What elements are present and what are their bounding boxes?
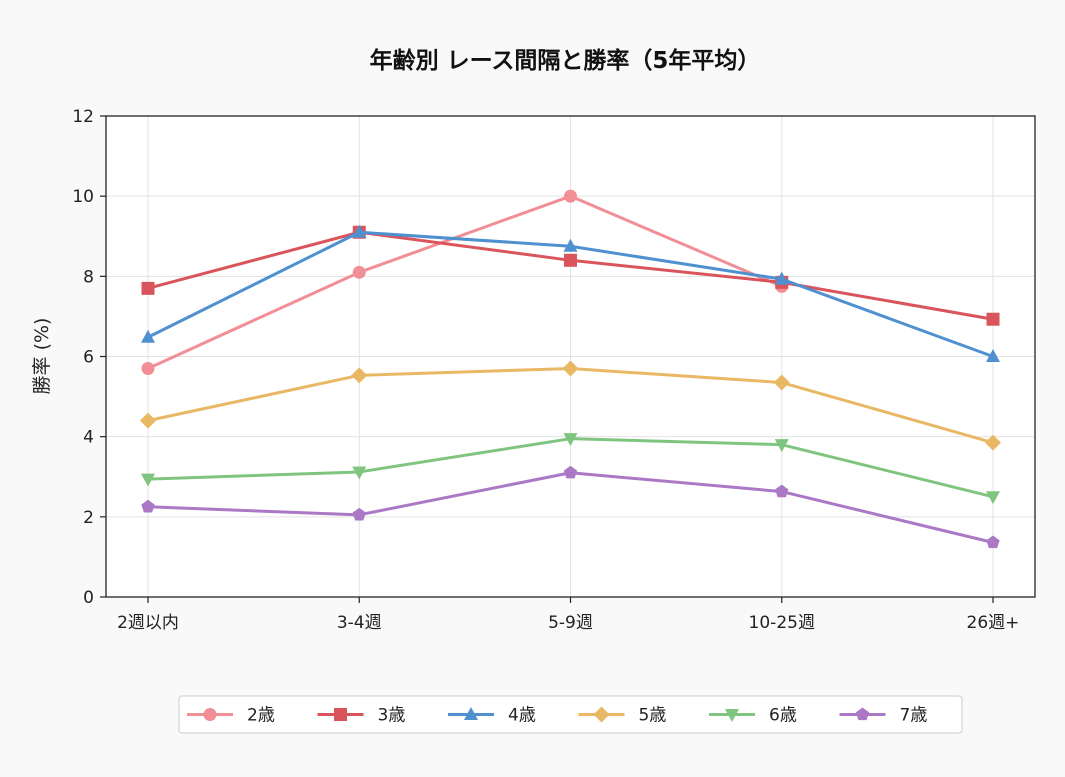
y-axis-title: 勝率 (%) xyxy=(31,318,53,395)
y-tick-label: 4 xyxy=(83,428,94,448)
data-point xyxy=(564,253,577,267)
y-tick-label: 0 xyxy=(83,588,94,608)
legend-label: 5歳 xyxy=(639,706,667,726)
legend-marker xyxy=(725,709,739,722)
legend-marker xyxy=(203,708,217,721)
legend-marker xyxy=(593,706,610,723)
data-point xyxy=(774,271,789,285)
data-point xyxy=(986,491,1000,505)
data-point xyxy=(352,466,367,480)
y-tick-label: 12 xyxy=(72,107,94,127)
data-point xyxy=(563,465,578,479)
data-point xyxy=(141,281,155,295)
x-tick-label: 26週+ xyxy=(967,613,1020,633)
x-tick-label: 5-9週 xyxy=(548,613,593,633)
data-point xyxy=(141,473,155,487)
data-point xyxy=(352,265,366,279)
series-4 xyxy=(140,360,1001,451)
legend-item: 7歳 xyxy=(839,706,928,726)
legend-label: 6歳 xyxy=(769,706,797,726)
legend-box xyxy=(178,695,963,734)
axis-layer: 0 2 4 6 8 10 12 2週以内 3-4週 5-9週 10-25週 26週+ xyxy=(72,107,1036,633)
legend-label: 3歳 xyxy=(378,706,406,726)
x-tick-label: 3-4週 xyxy=(337,613,382,633)
x-tick-label: 10-25週 xyxy=(749,613,815,633)
legend-marker xyxy=(334,708,347,721)
legend-item: 3歳 xyxy=(317,706,406,726)
data-point xyxy=(352,224,367,238)
legend: 2歳 3歳 4歳 5歳 6歳 7歳 xyxy=(178,695,963,734)
y-tick-label: 2 xyxy=(83,508,94,528)
data-point xyxy=(351,367,368,384)
data-point xyxy=(563,238,578,252)
data-point xyxy=(141,499,155,513)
series-1 xyxy=(141,189,789,376)
legend-label: 7歳 xyxy=(900,706,928,726)
data-point xyxy=(774,439,789,453)
data-point xyxy=(986,349,1000,362)
data-point xyxy=(562,360,579,377)
series-5 xyxy=(141,433,1000,505)
data-point xyxy=(141,362,155,376)
data-point xyxy=(140,412,156,429)
series-line xyxy=(146,194,784,371)
legend-item: 4歳 xyxy=(448,706,536,726)
y-tick-label: 6 xyxy=(83,348,94,368)
legend-item: 2歳 xyxy=(187,706,275,726)
grid-layer xyxy=(106,115,1035,598)
data-point xyxy=(564,189,577,203)
legend-item: 6歳 xyxy=(709,706,797,726)
data-point xyxy=(986,312,1000,326)
data-point xyxy=(563,433,578,447)
data-point xyxy=(352,507,366,521)
series-layer xyxy=(140,189,1001,549)
legend-marker xyxy=(855,707,870,721)
legend-marker xyxy=(464,707,478,720)
series-6 xyxy=(141,465,1000,549)
x-tick-label: 2週以内 xyxy=(117,613,179,633)
data-point xyxy=(985,434,1001,451)
data-point xyxy=(141,329,155,343)
data-point xyxy=(773,374,790,391)
data-point xyxy=(986,535,1000,549)
data-point xyxy=(775,484,789,498)
y-tick-label: 10 xyxy=(72,187,94,207)
chart-title: 年齢別 レース間隔と勝率（5年平均） xyxy=(370,47,761,74)
legend-label: 4歳 xyxy=(508,706,536,726)
legend-label: 2歳 xyxy=(247,706,275,726)
series-3 xyxy=(141,224,1000,362)
y-tick-label: 8 xyxy=(83,267,94,287)
legend-item: 5歳 xyxy=(578,706,667,726)
